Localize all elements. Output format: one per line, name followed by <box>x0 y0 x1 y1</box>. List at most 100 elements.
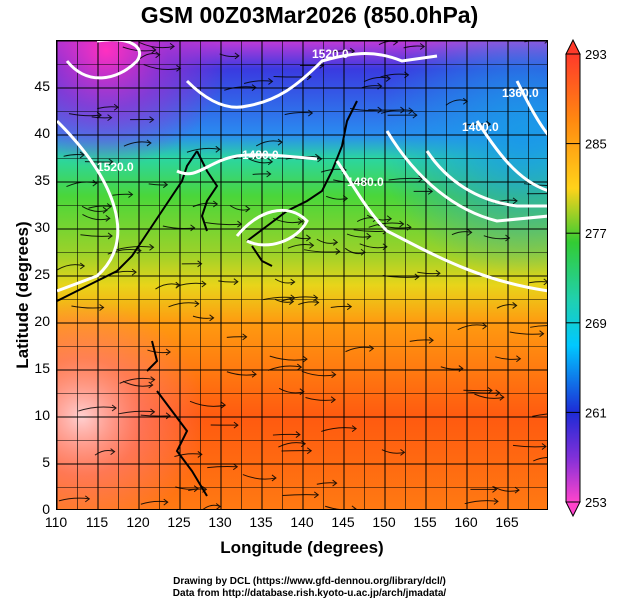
colorbar-bottom-arrow <box>565 501 581 518</box>
contour-line <box>335 160 547 293</box>
streamline-arrow <box>332 479 338 487</box>
temperature-field-svg: 1520.0 1480.0 1360.0 1400.0 1480.0 1520.0 <box>57 41 547 509</box>
streamline-arrow <box>512 197 518 205</box>
streamline-arrow <box>215 145 221 153</box>
streamline-arrow <box>111 404 117 412</box>
streamline-arrow <box>467 228 473 236</box>
streamline-arrow <box>493 497 499 505</box>
streamline <box>242 474 277 480</box>
streamline <box>272 433 300 436</box>
streamline-arrow <box>419 43 426 50</box>
streamline <box>457 324 487 331</box>
streamline-arrow <box>197 260 203 268</box>
streamline-arrow <box>313 491 320 499</box>
streamline <box>417 271 440 275</box>
streamline-arrow <box>342 195 349 202</box>
colorbar-tick-label: 269 <box>585 316 607 331</box>
streamline-arrow <box>539 330 545 338</box>
credit-line: Data from http://database.rish.kyoto-u.a… <box>172 588 447 599</box>
streamline <box>176 282 206 287</box>
streamlines <box>57 41 547 509</box>
streamline-arrow <box>99 304 105 311</box>
grid-lines <box>57 41 547 509</box>
y-tick-label: 35 <box>34 172 50 188</box>
streamline-arrow <box>309 241 315 249</box>
contour-line <box>57 119 120 293</box>
streamline-arrow <box>151 46 157 54</box>
streamline <box>112 193 133 196</box>
y-tick-label: 15 <box>34 360 50 376</box>
colorbar-tick-label: 261 <box>585 405 607 420</box>
streamline-arrow <box>251 370 257 378</box>
streamline <box>218 280 238 283</box>
streamline-arrow <box>385 75 391 82</box>
colorbar-tick-label: 293 <box>585 47 607 62</box>
streamline <box>139 41 175 49</box>
contour-line <box>235 208 309 247</box>
streamline <box>243 80 273 84</box>
streamline-arrow <box>306 447 313 455</box>
streamline-arrow <box>297 218 303 225</box>
streamline <box>330 305 352 309</box>
coastline-kyushu <box>251 245 273 267</box>
streamline-arrow <box>428 336 434 344</box>
streamline-arrow <box>233 278 239 286</box>
x-tick-label: 135 <box>249 514 273 530</box>
x-axis-label: Longitude (degrees) <box>220 538 384 557</box>
streamline <box>207 466 238 469</box>
streamline-arrow <box>267 158 274 166</box>
y-axis-label: Latitude (degrees) <box>13 221 32 369</box>
streamline <box>409 339 434 342</box>
x-tick-label: 140 <box>290 514 314 530</box>
contour-label: 1400.0 <box>462 120 499 134</box>
streamline <box>143 64 181 71</box>
streamline <box>282 494 319 497</box>
streamline <box>273 75 312 78</box>
streamline-arrow <box>435 269 441 277</box>
streamline <box>94 450 115 456</box>
streamline <box>263 296 295 301</box>
streamline <box>274 298 294 303</box>
streamline-arrow <box>194 300 200 308</box>
streamline-arrow <box>232 463 239 471</box>
streamline <box>451 231 472 236</box>
x-tick-label: 145 <box>331 514 355 530</box>
streamline <box>284 112 313 116</box>
streamline-arrow <box>220 401 227 409</box>
streamline-arrow <box>335 248 341 255</box>
chart-title: GSM 00Z03Mar2026 (850.0hPa) <box>140 2 479 28</box>
streamline-arrow <box>482 322 488 330</box>
x-tick-label: 115 <box>85 514 109 530</box>
colorbar-tick-label: 277 <box>585 226 607 241</box>
streamline-arrow <box>332 238 339 246</box>
streamline-arrow <box>393 41 399 46</box>
x-tick-label: 130 <box>208 514 232 530</box>
streamline-arrow <box>382 243 388 251</box>
streamline <box>380 73 409 78</box>
streamline-arrow <box>331 371 337 379</box>
streamline <box>168 302 199 308</box>
streamline <box>301 370 336 377</box>
streamline <box>226 336 247 338</box>
coastline-china <box>57 150 198 302</box>
streamline-arrow <box>245 205 251 213</box>
streamline-arrow <box>514 486 520 494</box>
streamline <box>346 233 371 238</box>
streamline <box>325 505 356 509</box>
streamline <box>80 234 113 237</box>
streamline-arrow <box>313 294 319 302</box>
streamline <box>528 281 547 284</box>
streamline-arrow <box>131 268 137 276</box>
streamline <box>224 86 257 91</box>
streamline-arrow <box>162 181 169 189</box>
streamline-arrow <box>146 139 152 147</box>
streamline-arrow <box>277 138 283 146</box>
contour-line <box>515 80 547 136</box>
streamline-arrow <box>79 262 86 270</box>
streamline-arrow <box>544 41 547 44</box>
streamline <box>532 413 547 417</box>
streamline-arrow <box>414 273 420 281</box>
streamline-arrow <box>512 302 518 309</box>
streamline <box>88 205 112 209</box>
streamline-arrow <box>400 106 406 114</box>
